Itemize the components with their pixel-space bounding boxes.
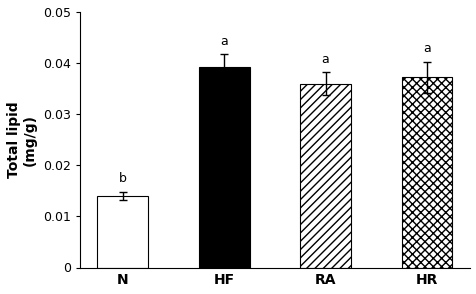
Bar — [97, 196, 148, 268]
Text: a: a — [321, 53, 329, 66]
Bar — [299, 83, 350, 268]
Bar — [401, 77, 451, 268]
Text: a: a — [220, 35, 228, 48]
Text: a: a — [422, 42, 430, 55]
Bar — [198, 67, 249, 268]
Text: b: b — [119, 172, 127, 185]
Y-axis label: Total lipid
(mg/g): Total lipid (mg/g) — [7, 101, 37, 178]
